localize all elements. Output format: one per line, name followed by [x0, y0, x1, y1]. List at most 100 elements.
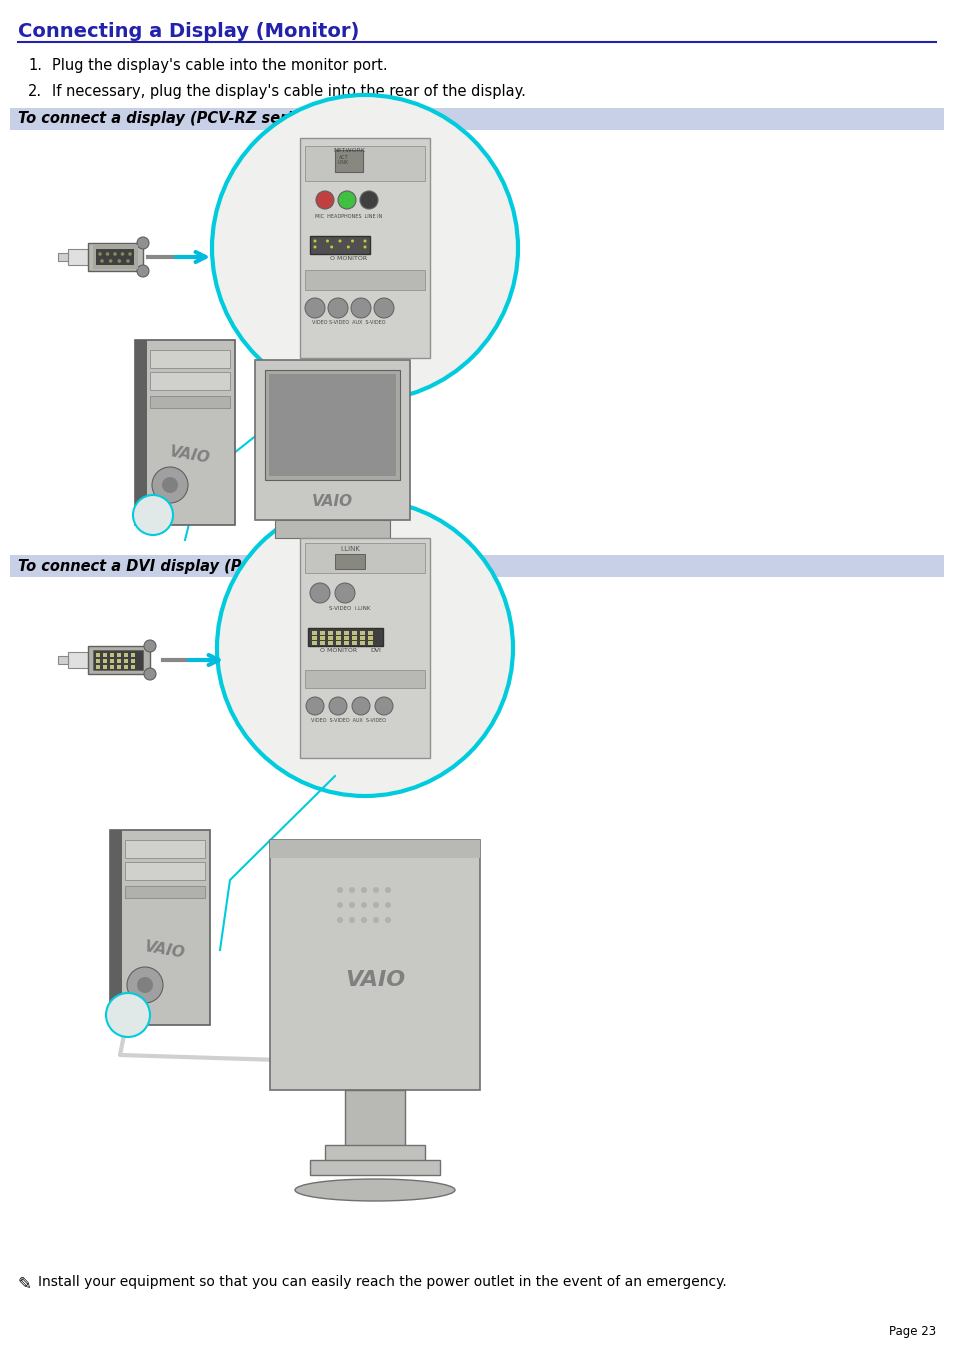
- Bar: [265, 370, 399, 480]
- Circle shape: [162, 477, 178, 493]
- Text: O MONITOR: O MONITOR: [319, 648, 356, 653]
- Bar: [352, 631, 356, 635]
- Text: S-VIDEO  i.LINK: S-VIDEO i.LINK: [329, 607, 371, 611]
- Circle shape: [106, 253, 110, 255]
- Circle shape: [359, 190, 377, 209]
- Circle shape: [335, 584, 355, 603]
- Bar: [103, 665, 107, 669]
- Circle shape: [216, 500, 513, 796]
- Bar: [88, 646, 150, 674]
- Bar: [58, 253, 68, 261]
- Circle shape: [373, 917, 378, 923]
- Circle shape: [360, 888, 367, 893]
- Text: Install your equipment so that you can easily reach the power outlet in the even: Install your equipment so that you can e…: [38, 1275, 726, 1289]
- Circle shape: [347, 246, 350, 249]
- Circle shape: [100, 259, 104, 263]
- Bar: [328, 631, 333, 635]
- Text: ✎: ✎: [18, 1275, 31, 1293]
- Circle shape: [363, 246, 366, 249]
- Circle shape: [98, 253, 102, 255]
- Bar: [125, 862, 205, 880]
- Text: Plug the display's cable into the monitor port.: Plug the display's cable into the monito…: [52, 58, 387, 73]
- Bar: [10, 555, 943, 577]
- Bar: [131, 659, 135, 663]
- Text: If necessary, plug the display's cable into the rear of the display.: If necessary, plug the display's cable i…: [52, 84, 525, 99]
- Text: DVI: DVI: [370, 648, 380, 653]
- Bar: [308, 628, 382, 646]
- Circle shape: [106, 993, 150, 1038]
- Bar: [117, 659, 121, 663]
- Text: Page 23: Page 23: [888, 1325, 935, 1337]
- Text: VAIO: VAIO: [311, 494, 353, 509]
- Bar: [96, 653, 100, 657]
- Bar: [125, 886, 205, 898]
- Bar: [117, 653, 121, 657]
- Circle shape: [329, 697, 347, 715]
- Circle shape: [126, 259, 130, 263]
- Circle shape: [128, 253, 132, 255]
- Bar: [10, 108, 943, 130]
- Bar: [299, 138, 430, 358]
- Bar: [310, 236, 370, 254]
- Text: ACT
LINK: ACT LINK: [337, 154, 349, 165]
- Circle shape: [338, 239, 341, 242]
- Bar: [335, 640, 340, 644]
- Text: VAIO: VAIO: [345, 970, 405, 990]
- Circle shape: [351, 239, 354, 242]
- Circle shape: [385, 902, 391, 908]
- Circle shape: [360, 902, 367, 908]
- Bar: [96, 665, 100, 669]
- Bar: [368, 631, 373, 635]
- Bar: [110, 830, 210, 1025]
- Bar: [359, 631, 365, 635]
- Bar: [92, 650, 143, 670]
- Text: NETWORK: NETWORK: [333, 149, 365, 153]
- Bar: [344, 636, 349, 639]
- Ellipse shape: [294, 1179, 455, 1201]
- Bar: [335, 554, 365, 569]
- Bar: [274, 520, 390, 538]
- Bar: [131, 665, 135, 669]
- Bar: [312, 640, 316, 644]
- Circle shape: [121, 253, 124, 255]
- Bar: [270, 840, 479, 858]
- Circle shape: [363, 239, 366, 242]
- Bar: [150, 507, 162, 512]
- Bar: [150, 513, 162, 519]
- Bar: [110, 653, 113, 657]
- Bar: [124, 665, 128, 669]
- Bar: [368, 636, 373, 639]
- Bar: [344, 631, 349, 635]
- Bar: [124, 659, 128, 663]
- Circle shape: [330, 246, 333, 249]
- Circle shape: [314, 246, 316, 249]
- Circle shape: [351, 299, 371, 317]
- Bar: [312, 636, 316, 639]
- Bar: [125, 840, 205, 858]
- Bar: [305, 670, 424, 688]
- Bar: [96, 249, 133, 265]
- Text: O MONITOR: O MONITOR: [330, 255, 367, 261]
- Bar: [68, 249, 88, 265]
- Bar: [368, 640, 373, 644]
- Bar: [150, 350, 230, 367]
- Bar: [319, 640, 325, 644]
- Circle shape: [352, 697, 370, 715]
- Bar: [328, 640, 333, 644]
- Bar: [305, 146, 424, 181]
- Bar: [131, 653, 135, 657]
- Bar: [88, 243, 143, 272]
- Circle shape: [349, 917, 355, 923]
- Circle shape: [127, 967, 163, 1002]
- Bar: [103, 653, 107, 657]
- Circle shape: [336, 888, 343, 893]
- Bar: [359, 636, 365, 639]
- Bar: [110, 665, 113, 669]
- Text: VIDEO S-VIDEO  AUX  S-VIDEO: VIDEO S-VIDEO AUX S-VIDEO: [312, 320, 385, 326]
- Circle shape: [336, 917, 343, 923]
- Bar: [96, 659, 100, 663]
- Bar: [319, 631, 325, 635]
- Bar: [110, 659, 113, 663]
- Circle shape: [310, 584, 330, 603]
- Circle shape: [373, 888, 378, 893]
